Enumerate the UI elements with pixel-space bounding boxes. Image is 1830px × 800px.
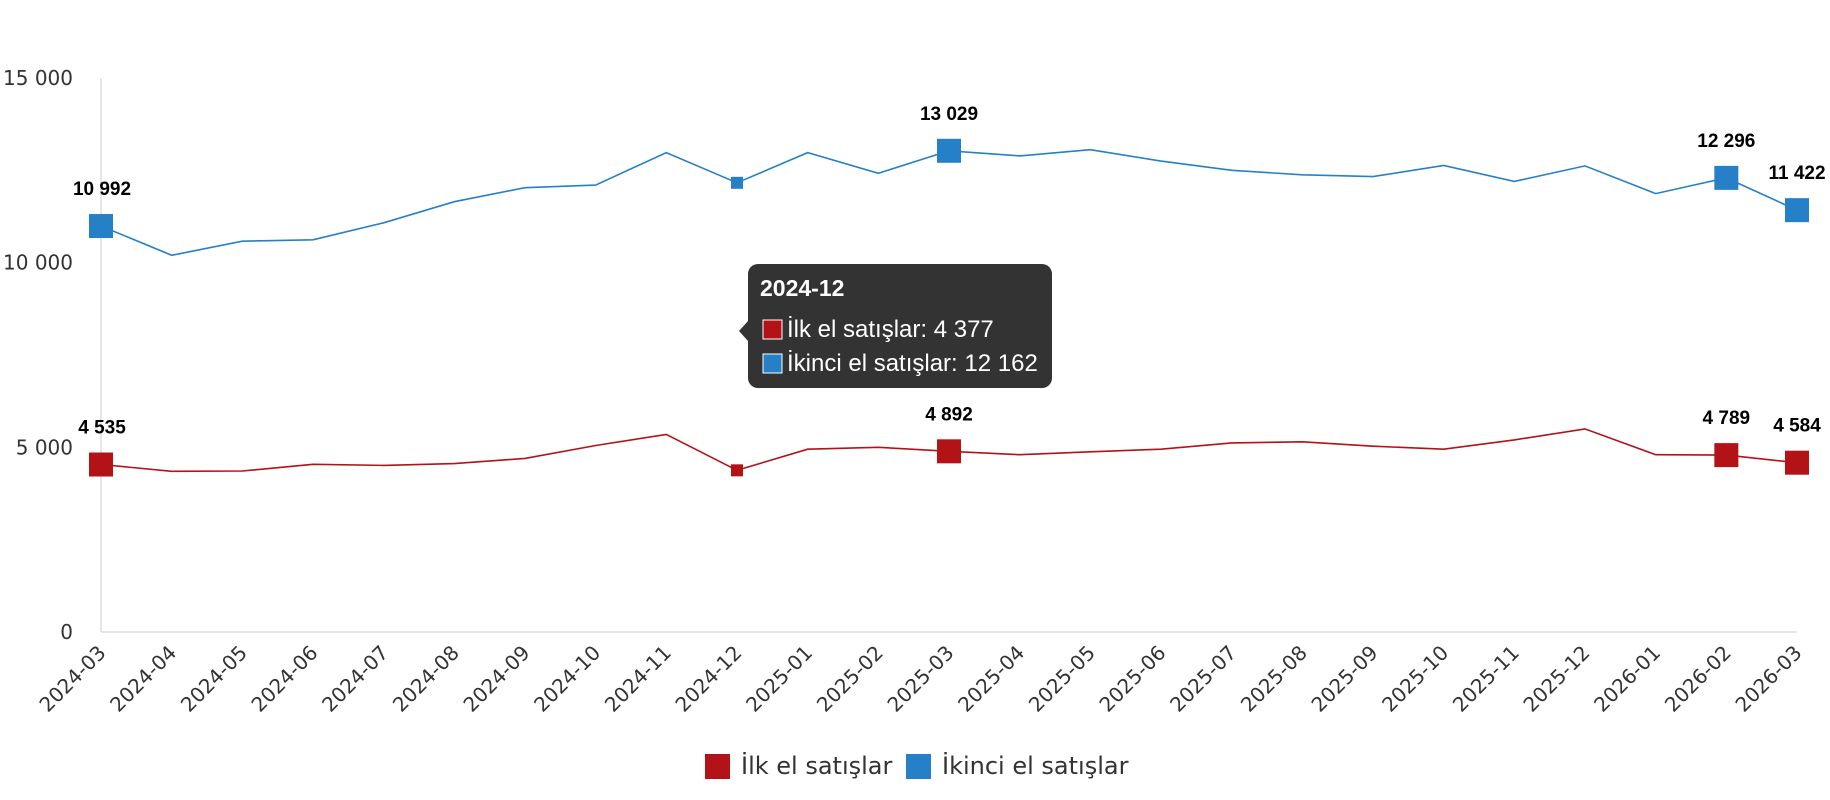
- data-point-marker[interactable]: [89, 452, 113, 477]
- legend-swatch[interactable]: [705, 754, 730, 779]
- x-tick-label: 2025-04: [953, 641, 1029, 717]
- x-tick-label: 2024-09: [458, 641, 534, 717]
- tooltip: 2024-12 İlk el satışlar: 4 377 İkinci el s…: [739, 264, 1052, 388]
- data-point-marker[interactable]: [1714, 443, 1739, 468]
- x-tick-label: 2026-01: [1589, 641, 1665, 717]
- data-point-marker[interactable]: [1714, 165, 1739, 190]
- x-tick-label: 2024-06: [246, 641, 322, 717]
- tooltip-swatch: [762, 353, 783, 374]
- legend-swatch[interactable]: [906, 754, 931, 779]
- x-tick-label: 2026-03: [1730, 641, 1806, 717]
- y-tick-label: 0: [60, 620, 73, 644]
- x-tick-label: 2024-11: [600, 641, 676, 717]
- tooltip-swatch: [762, 319, 783, 340]
- tooltip-line: İkinci el satışlar: 12 162: [787, 350, 1038, 377]
- legend: İlk el satışlar İkinci el satışlar: [705, 751, 1129, 780]
- y-tick-label: 10 000: [3, 251, 73, 275]
- data-label: 4 789: [1703, 408, 1751, 429]
- data-label: 4 892: [925, 404, 973, 425]
- tooltip-box: [748, 264, 1052, 388]
- x-tick-label: 2024-07: [317, 641, 393, 717]
- x-tick-label: 2025-10: [1377, 641, 1453, 717]
- x-tick-label: 2024-10: [529, 641, 605, 717]
- x-tick-label: 2024-04: [105, 641, 181, 717]
- x-tick-label: 2025-01: [741, 641, 817, 717]
- data-label: 12 296: [1697, 131, 1755, 152]
- data-point-marker[interactable]: [1785, 198, 1809, 223]
- y-tick-label: 15 000: [3, 66, 73, 90]
- data-label: 10 992: [73, 179, 131, 200]
- markers: [89, 138, 1809, 477]
- x-tick-label: 2025-05: [1024, 641, 1100, 717]
- x-tick-label: 2024-12: [670, 641, 746, 717]
- legend-label[interactable]: İlk el satışlar: [741, 751, 893, 780]
- x-tick-label: 2025-07: [1165, 641, 1241, 717]
- data-point-marker[interactable]: [89, 214, 113, 239]
- data-point-marker[interactable]: [937, 138, 961, 163]
- x-tick-label: 2025-03: [882, 641, 958, 717]
- data-labels: 4 535 4 892 4 789 4 584 10 992 13 029 12 296 11…: [73, 104, 1826, 439]
- axes: [100, 78, 1797, 633]
- tooltip-line: İlk el satışlar: 4 377: [787, 316, 994, 343]
- x-tick-label: 2025-08: [1236, 641, 1312, 717]
- x-tick-label: 2024-08: [388, 641, 464, 717]
- data-label: 4 535: [78, 418, 126, 439]
- tooltip-pointer: [739, 321, 748, 341]
- x-tick-label: 2025-11: [1448, 641, 1524, 717]
- data-label: 13 029: [920, 104, 978, 125]
- data-point-marker[interactable]: [1785, 450, 1809, 475]
- hover-point-marker[interactable]: [731, 176, 743, 189]
- hover-point-marker[interactable]: [731, 464, 743, 477]
- y-tick-label: 5 000: [16, 435, 73, 459]
- data-point-marker[interactable]: [937, 439, 961, 464]
- legend-label[interactable]: İkinci el satışlar: [942, 751, 1129, 780]
- x-tick-label: 2026-02: [1660, 641, 1736, 717]
- data-label: 11 422: [1768, 163, 1825, 184]
- x-tick-label: 2025-06: [1094, 641, 1170, 717]
- x-tick-label: 2024-05: [176, 641, 252, 717]
- data-label: 4 584: [1773, 416, 1821, 437]
- x-tick-label: 2025-12: [1518, 641, 1594, 717]
- tooltip-title: 2024-12: [760, 275, 844, 301]
- x-tick-labels: 2024-032024-042024-052024-062024-072024-…: [34, 641, 1806, 717]
- x-tick-label: 2024-03: [34, 641, 110, 717]
- x-tick-label: 2025-09: [1306, 641, 1382, 717]
- y-tick-labels: 0 5 000 10 000 15 000: [3, 66, 73, 644]
- x-tick-label: 2025-02: [812, 641, 888, 717]
- series-line-ikinci-el: [100, 148, 1798, 257]
